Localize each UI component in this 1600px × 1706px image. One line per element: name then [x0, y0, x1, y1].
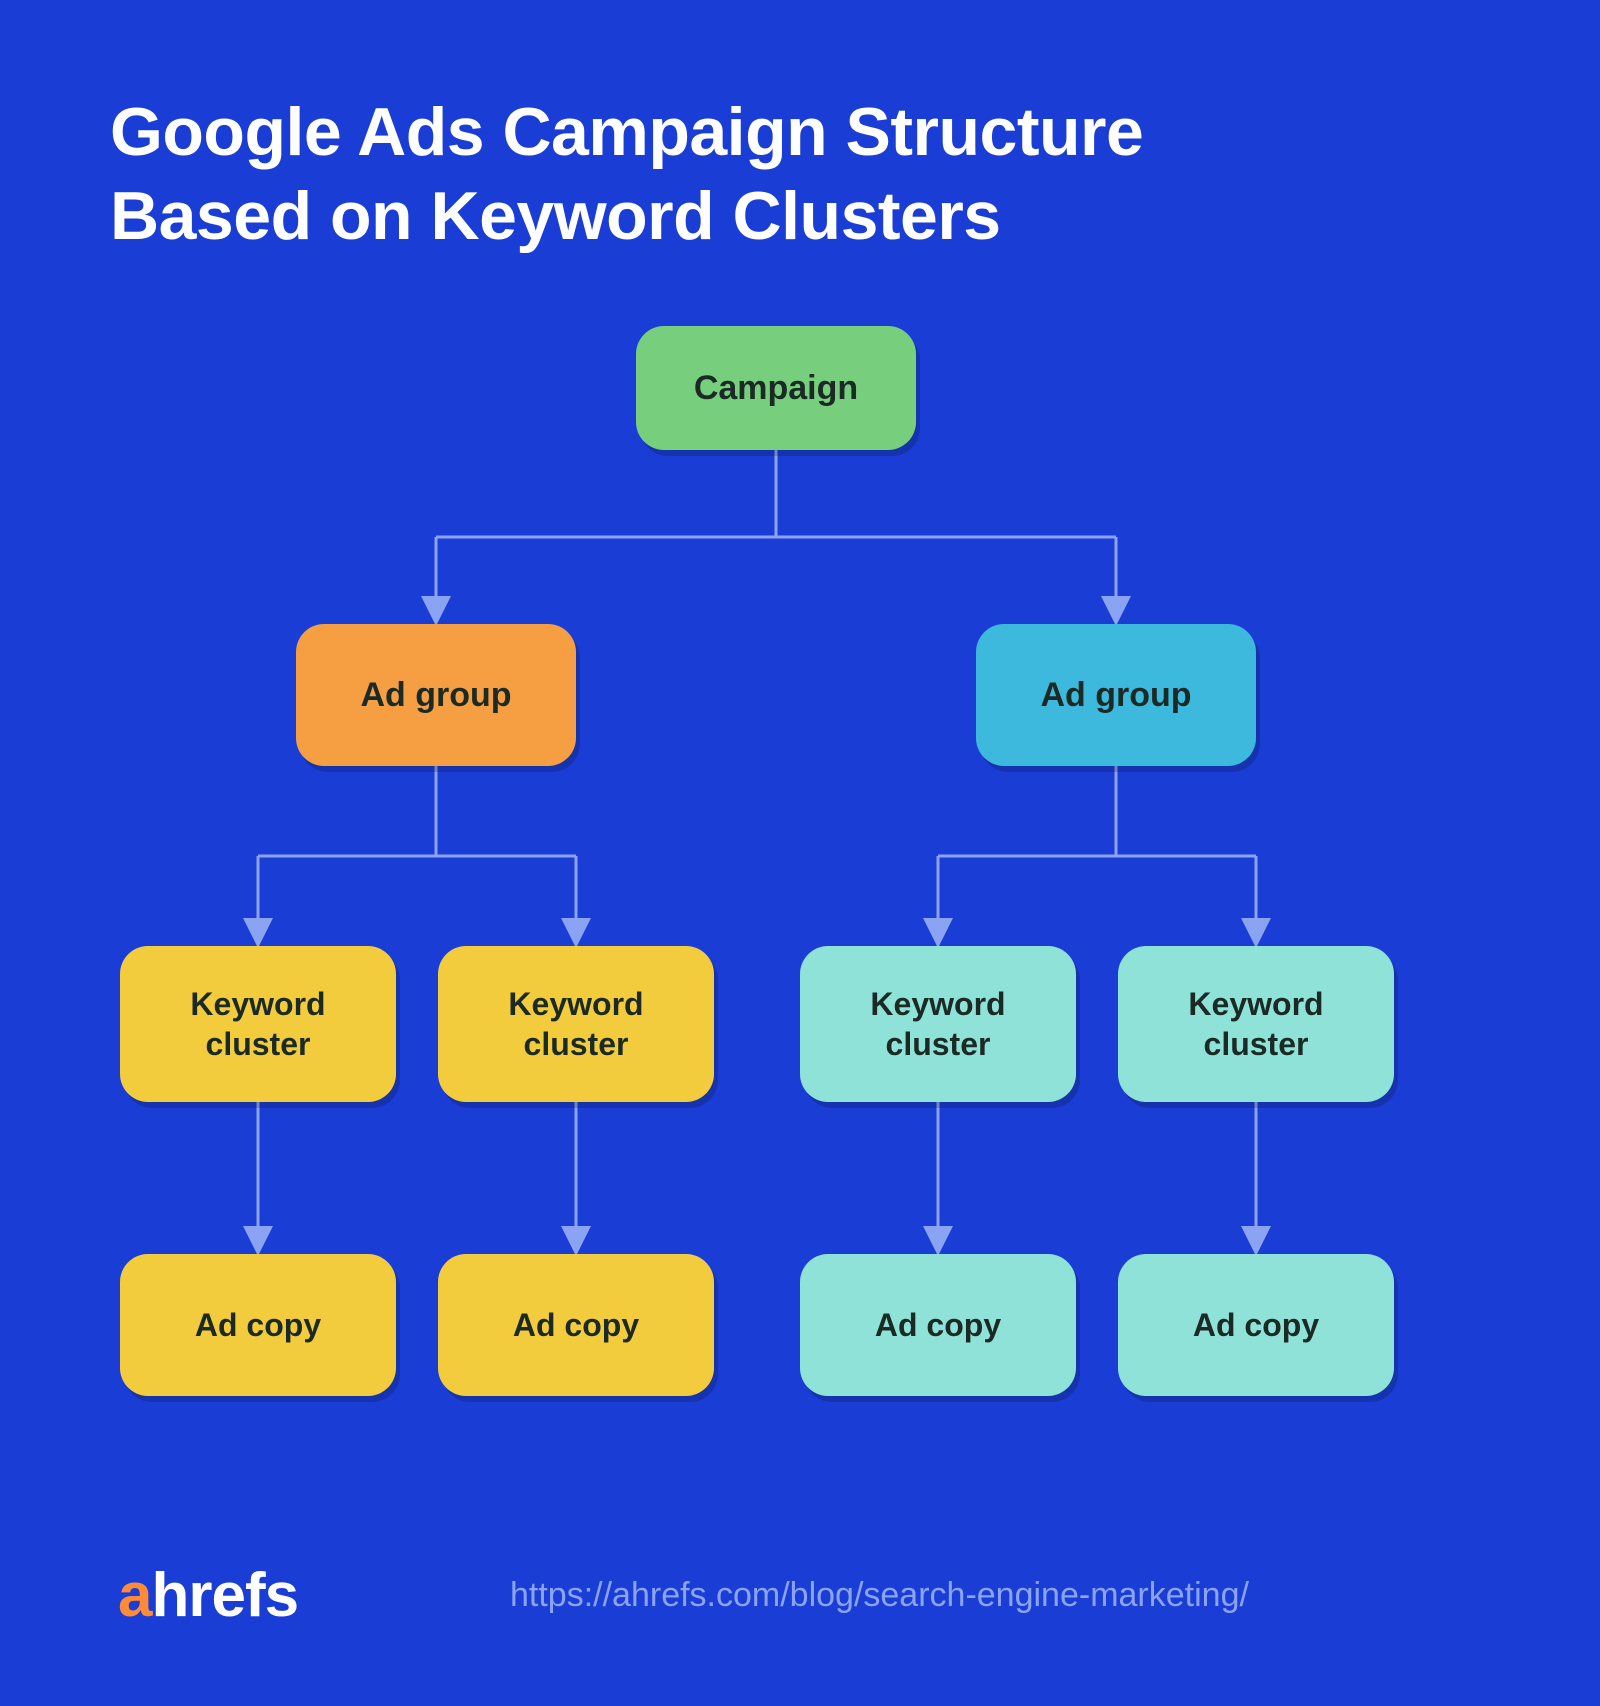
title-line-1: Google Ads Campaign Structure [110, 90, 1143, 174]
brand-logo-accent: a [118, 1561, 151, 1630]
source-url: https://ahrefs.com/blog/search-engine-ma… [510, 1576, 1249, 1615]
node-campaign: Campaign [636, 326, 916, 450]
node-ac_2: Ad copy [438, 1254, 714, 1396]
node-kc_4: Keyword cluster [1118, 946, 1394, 1102]
node-kc_2: Keyword cluster [438, 946, 714, 1102]
node-kc_1: Keyword cluster [120, 946, 396, 1102]
node-kc_3: Keyword cluster [800, 946, 1076, 1102]
node-adgroup_r: Ad group [976, 624, 1256, 766]
node-ac_3: Ad copy [800, 1254, 1076, 1396]
node-ac_4: Ad copy [1118, 1254, 1394, 1396]
title-line-2: Based on Keyword Clusters [110, 174, 1143, 258]
node-ac_1: Ad copy [120, 1254, 396, 1396]
node-adgroup_l: Ad group [296, 624, 576, 766]
diagram-title: Google Ads Campaign Structure Based on K… [110, 90, 1143, 258]
brand-logo-rest: hrefs [151, 1561, 298, 1630]
canvas: Google Ads Campaign Structure Based on K… [0, 0, 1600, 1706]
brand-logo: ahrefs [118, 1560, 298, 1631]
